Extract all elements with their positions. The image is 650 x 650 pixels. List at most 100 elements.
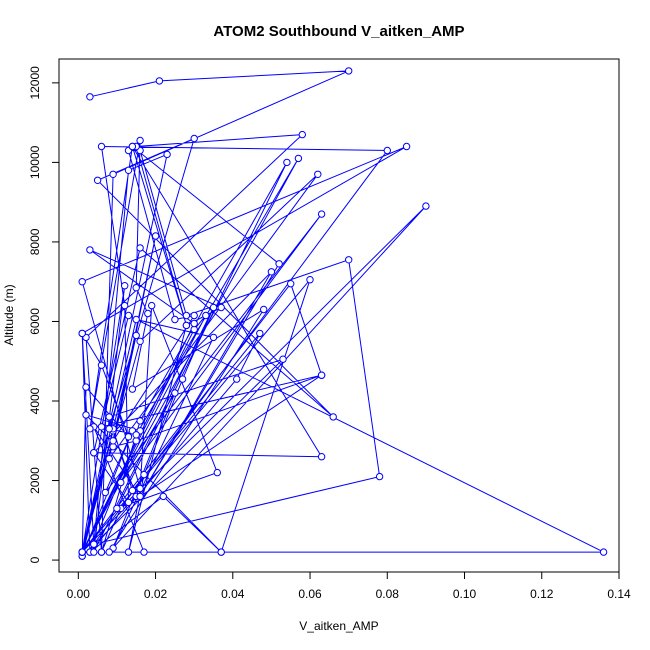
- data-point: [86, 425, 94, 433]
- data-point: [86, 246, 94, 254]
- data-point: [82, 411, 90, 419]
- data-point: [93, 176, 102, 185]
- data-point: [132, 431, 140, 439]
- data-point: [383, 146, 391, 155]
- data-point: [90, 540, 98, 548]
- data-point: [117, 478, 125, 487]
- y-tick-label: 4000: [28, 387, 42, 414]
- data-point: [109, 170, 117, 179]
- y-tick-label: 6000: [28, 308, 42, 335]
- data-point: [90, 449, 98, 457]
- x-tick-label: 0.10: [453, 587, 477, 601]
- data-point: [128, 486, 137, 495]
- data-point: [132, 315, 140, 324]
- data-point: [329, 413, 337, 421]
- data-point: [124, 548, 133, 556]
- data-point: [136, 492, 144, 501]
- data-point: [136, 417, 144, 425]
- data-point: [136, 484, 144, 493]
- data-point: [163, 150, 171, 159]
- data-point: [105, 548, 113, 556]
- data-point: [136, 337, 144, 345]
- data-point: [317, 210, 326, 218]
- data-point: [97, 548, 106, 556]
- series-line: [81, 70, 604, 557]
- data-point: [190, 134, 198, 143]
- data-point: [279, 355, 287, 363]
- y-tick-label: 8000: [28, 228, 42, 255]
- data-point: [213, 468, 222, 477]
- x-tick-label: 0.06: [298, 587, 322, 601]
- y-axis: 0 2000 4000 6000 8000 10000 12000: [28, 66, 59, 563]
- data-point: [260, 305, 268, 314]
- data-point: [78, 278, 86, 286]
- data-point: [105, 425, 113, 433]
- data-point: [121, 301, 129, 310]
- data-point: [132, 284, 140, 292]
- data-point: [283, 158, 291, 167]
- data-point: [422, 202, 430, 210]
- data-point: [124, 166, 133, 175]
- x-tick-label: 0.02: [144, 587, 168, 601]
- data-point: [345, 256, 353, 264]
- data-point: [294, 154, 303, 163]
- data-point: [171, 389, 179, 397]
- data-point: [132, 331, 140, 340]
- data-point: [128, 142, 137, 151]
- data-point: [306, 276, 314, 284]
- data-point: [217, 303, 225, 312]
- data-point: [599, 548, 608, 556]
- y-axis-label: Altitude (m): [2, 284, 16, 345]
- data-point: [287, 280, 295, 288]
- data-point: [140, 548, 148, 556]
- x-tick-label: 0.04: [221, 587, 245, 601]
- y-tick-label: 10000: [28, 145, 42, 179]
- data-point: [144, 309, 152, 318]
- data-point: [86, 93, 94, 101]
- data-point: [202, 311, 210, 320]
- data-point: [178, 375, 187, 383]
- y-tick-label: 12000: [28, 66, 42, 100]
- data-point: [209, 333, 218, 342]
- data-point: [124, 433, 133, 441]
- data-point: [209, 303, 218, 312]
- x-tick-label: 0.12: [530, 587, 554, 601]
- data-point: [90, 548, 98, 556]
- data-point: [275, 260, 283, 268]
- data-point: [78, 548, 86, 556]
- data-point: [97, 361, 106, 369]
- data-point: [155, 77, 164, 85]
- data-point: [78, 329, 86, 338]
- data-point: [105, 455, 113, 463]
- x-tick-label: 0.00: [67, 587, 91, 601]
- data-point: [217, 548, 225, 556]
- data-point: [121, 282, 129, 290]
- data-point: [317, 453, 326, 461]
- data-point: [109, 437, 117, 445]
- data-point: [190, 311, 198, 320]
- data-point: [82, 383, 90, 391]
- data-point: [140, 470, 148, 479]
- data-point: [101, 488, 110, 497]
- x-tick-label: 0.14: [607, 587, 631, 601]
- data-point: [124, 311, 133, 320]
- plot-frame: [58, 58, 620, 573]
- data-point: [159, 492, 168, 501]
- data-point: [105, 413, 113, 421]
- data-point: [171, 315, 179, 324]
- data-point: [190, 319, 198, 328]
- data-point: [97, 142, 106, 151]
- data-point: [402, 142, 411, 151]
- data-point: [128, 385, 137, 393]
- data-point: [314, 170, 322, 179]
- data-point: [298, 130, 306, 139]
- data-point: [256, 329, 264, 338]
- data-point: [148, 301, 156, 310]
- data-point: [124, 498, 133, 507]
- data-point: [136, 136, 144, 145]
- data-point: [182, 321, 191, 330]
- data-point: [97, 423, 106, 431]
- x-tick-label: 0.08: [376, 587, 400, 601]
- data-point: [345, 67, 353, 75]
